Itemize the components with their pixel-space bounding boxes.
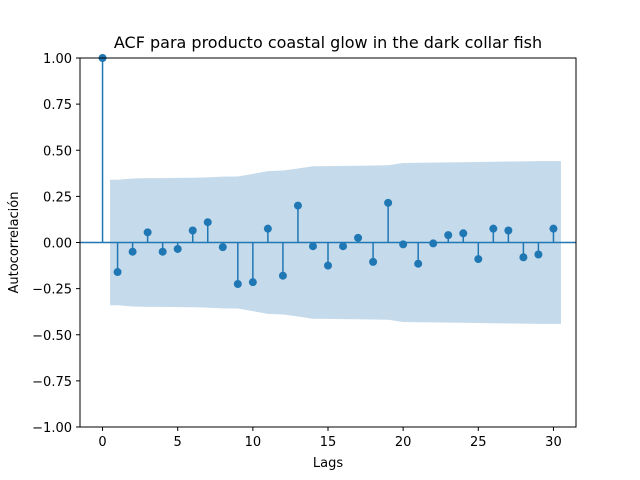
x-tick-label: 0 bbox=[98, 435, 106, 450]
y-tick-label: 0.25 bbox=[43, 190, 72, 205]
acf-point bbox=[308, 242, 317, 251]
acf-point bbox=[113, 268, 122, 277]
acf-point bbox=[143, 228, 152, 237]
acf-point bbox=[459, 229, 468, 238]
acf-point bbox=[534, 250, 543, 259]
acf-point bbox=[233, 280, 242, 289]
y-tick-label: −0.75 bbox=[32, 375, 72, 390]
acf-point bbox=[549, 224, 558, 233]
stem-layer bbox=[80, 54, 576, 289]
acf-point bbox=[504, 226, 513, 235]
y-tick-label: −1.00 bbox=[32, 421, 72, 436]
acf-point bbox=[384, 198, 393, 207]
acf-point bbox=[324, 261, 332, 270]
acf-point bbox=[354, 233, 363, 242]
x-tick-label: 10 bbox=[245, 435, 262, 450]
acf-point bbox=[429, 239, 438, 248]
y-axis-label: Autocorrelación bbox=[7, 192, 22, 294]
acf-point bbox=[444, 231, 453, 240]
acf-point bbox=[369, 257, 378, 266]
y-tick-label: 1.00 bbox=[43, 52, 72, 67]
acf-point bbox=[339, 242, 348, 251]
acf-point bbox=[414, 259, 423, 268]
chart-title: ACF para producto coastal glow in the da… bbox=[114, 33, 542, 52]
x-axis-label: Lags bbox=[313, 456, 343, 471]
acf-point bbox=[188, 226, 197, 235]
x-ticks: 0 5 10 15 20 25 30 bbox=[98, 427, 562, 450]
acf-point bbox=[173, 244, 182, 253]
y-tick-label: 0.50 bbox=[43, 144, 72, 159]
acf-point bbox=[128, 247, 137, 256]
acf-point bbox=[203, 218, 212, 227]
x-tick-label: 25 bbox=[470, 435, 487, 450]
acf-point bbox=[519, 253, 528, 262]
acf-point bbox=[293, 201, 302, 210]
y-tick-label: −0.25 bbox=[32, 283, 72, 298]
acf-point bbox=[278, 271, 287, 280]
x-tick-label: 5 bbox=[174, 435, 182, 450]
acf-point bbox=[158, 247, 167, 256]
x-tick-label: 20 bbox=[395, 435, 412, 450]
acf-point bbox=[399, 240, 408, 249]
y-tick-label: 0.75 bbox=[43, 98, 72, 113]
acf-point bbox=[489, 224, 498, 233]
acf-point bbox=[248, 278, 257, 287]
acf-point bbox=[474, 255, 483, 264]
acf-point bbox=[263, 224, 272, 233]
y-ticks: −1.00 −0.75 −0.50 −0.25 0.00 0.25 0.50 0.75 1.00 bbox=[32, 52, 80, 436]
y-tick-label: −0.50 bbox=[32, 329, 72, 344]
y-tick-label: 0.00 bbox=[43, 237, 72, 252]
x-tick-label: 15 bbox=[320, 435, 337, 450]
acf-point bbox=[218, 243, 227, 252]
x-tick-label: 30 bbox=[545, 435, 562, 450]
